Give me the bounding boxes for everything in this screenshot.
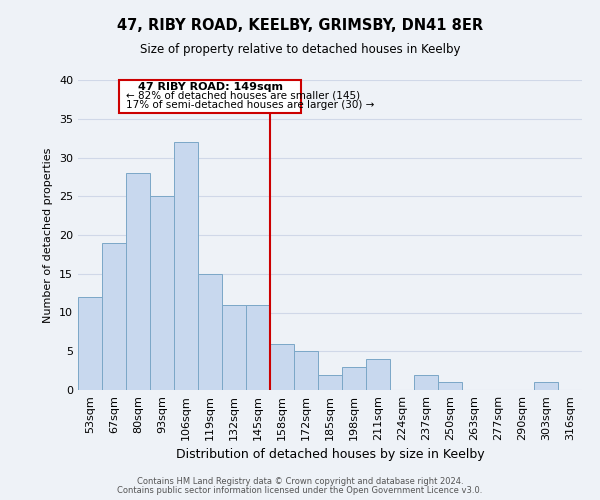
Bar — [198, 274, 222, 390]
Bar — [102, 243, 126, 390]
Bar — [126, 173, 150, 390]
Y-axis label: Number of detached properties: Number of detached properties — [43, 148, 53, 322]
Bar — [342, 367, 366, 390]
Text: 47, RIBY ROAD, KEELBY, GRIMSBY, DN41 8ER: 47, RIBY ROAD, KEELBY, GRIMSBY, DN41 8ER — [117, 18, 483, 32]
Text: Size of property relative to detached houses in Keelby: Size of property relative to detached ho… — [140, 42, 460, 56]
Bar — [294, 351, 318, 390]
Bar — [438, 382, 462, 390]
Text: 17% of semi-detached houses are larger (30) →: 17% of semi-detached houses are larger (… — [126, 100, 374, 110]
Bar — [150, 196, 174, 390]
Bar — [222, 304, 246, 390]
Bar — [534, 382, 558, 390]
Bar — [78, 297, 102, 390]
Bar — [366, 359, 390, 390]
Bar — [246, 304, 270, 390]
X-axis label: Distribution of detached houses by size in Keelby: Distribution of detached houses by size … — [176, 448, 484, 462]
Text: Contains HM Land Registry data © Crown copyright and database right 2024.: Contains HM Land Registry data © Crown c… — [137, 477, 463, 486]
Text: Contains public sector information licensed under the Open Government Licence v3: Contains public sector information licen… — [118, 486, 482, 495]
Bar — [270, 344, 294, 390]
Bar — [174, 142, 198, 390]
Text: ← 82% of detached houses are smaller (145): ← 82% of detached houses are smaller (14… — [126, 91, 360, 101]
Bar — [119, 80, 301, 112]
Text: 47 RIBY ROAD: 149sqm: 47 RIBY ROAD: 149sqm — [137, 82, 283, 92]
Bar — [414, 374, 438, 390]
Bar — [318, 374, 342, 390]
